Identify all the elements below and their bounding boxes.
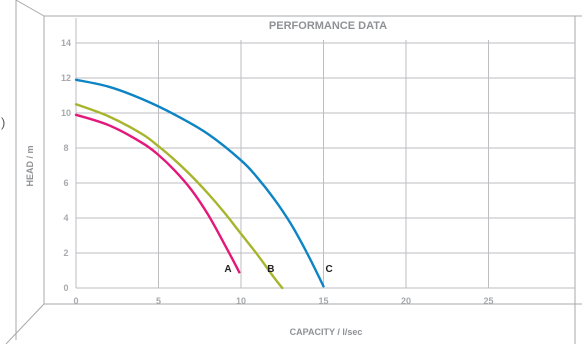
series-label-a: A	[224, 264, 231, 275]
chart-title: PERFORMANCE DATA	[269, 20, 387, 32]
series-label-b: B	[267, 264, 274, 275]
y-tick-label: 0	[63, 283, 68, 293]
y-tick-label: 12	[61, 73, 71, 83]
y-tick-label: 14	[61, 38, 71, 48]
series-label-c: C	[326, 264, 333, 275]
series-line-b	[74, 103, 284, 290]
frame-floor-edge	[5, 303, 45, 344]
x-tick-label: 25	[483, 296, 493, 306]
y-tick-label: 4	[63, 213, 68, 223]
x-tick-labels: 0 5 10 15 20 25	[73, 296, 493, 306]
x-tick-label: 10	[236, 296, 246, 306]
stray-glyph: )	[1, 115, 5, 130]
x-axis-title: CAPACITY / l/sec	[290, 327, 363, 337]
perspective-frame	[5, 0, 582, 344]
y-tick-label: 8	[63, 143, 68, 153]
y-tick-label: 10	[61, 108, 71, 118]
series-line-c	[74, 78, 325, 288]
y-tick-labels: 0 2 4 6 8 10 12 14	[61, 38, 71, 293]
grid	[75, 18, 575, 289]
x-tick-label: 0	[73, 296, 78, 306]
series-line-a	[74, 113, 241, 274]
series-labels: A B C	[224, 264, 332, 275]
x-tick-label: 5	[156, 296, 161, 306]
plot-area: 0 5 10 15 20 25 0 2 4 6 8 10 12 14 A B C	[61, 18, 575, 306]
frame-top-edge	[15, 0, 45, 17]
y-axis-title: HEAD / m	[25, 145, 35, 186]
x-tick-label: 20	[401, 296, 411, 306]
series-lines	[74, 78, 325, 290]
x-tick-label: 15	[318, 296, 328, 306]
y-tick-label: 2	[63, 248, 68, 258]
y-tick-label: 6	[63, 178, 68, 188]
